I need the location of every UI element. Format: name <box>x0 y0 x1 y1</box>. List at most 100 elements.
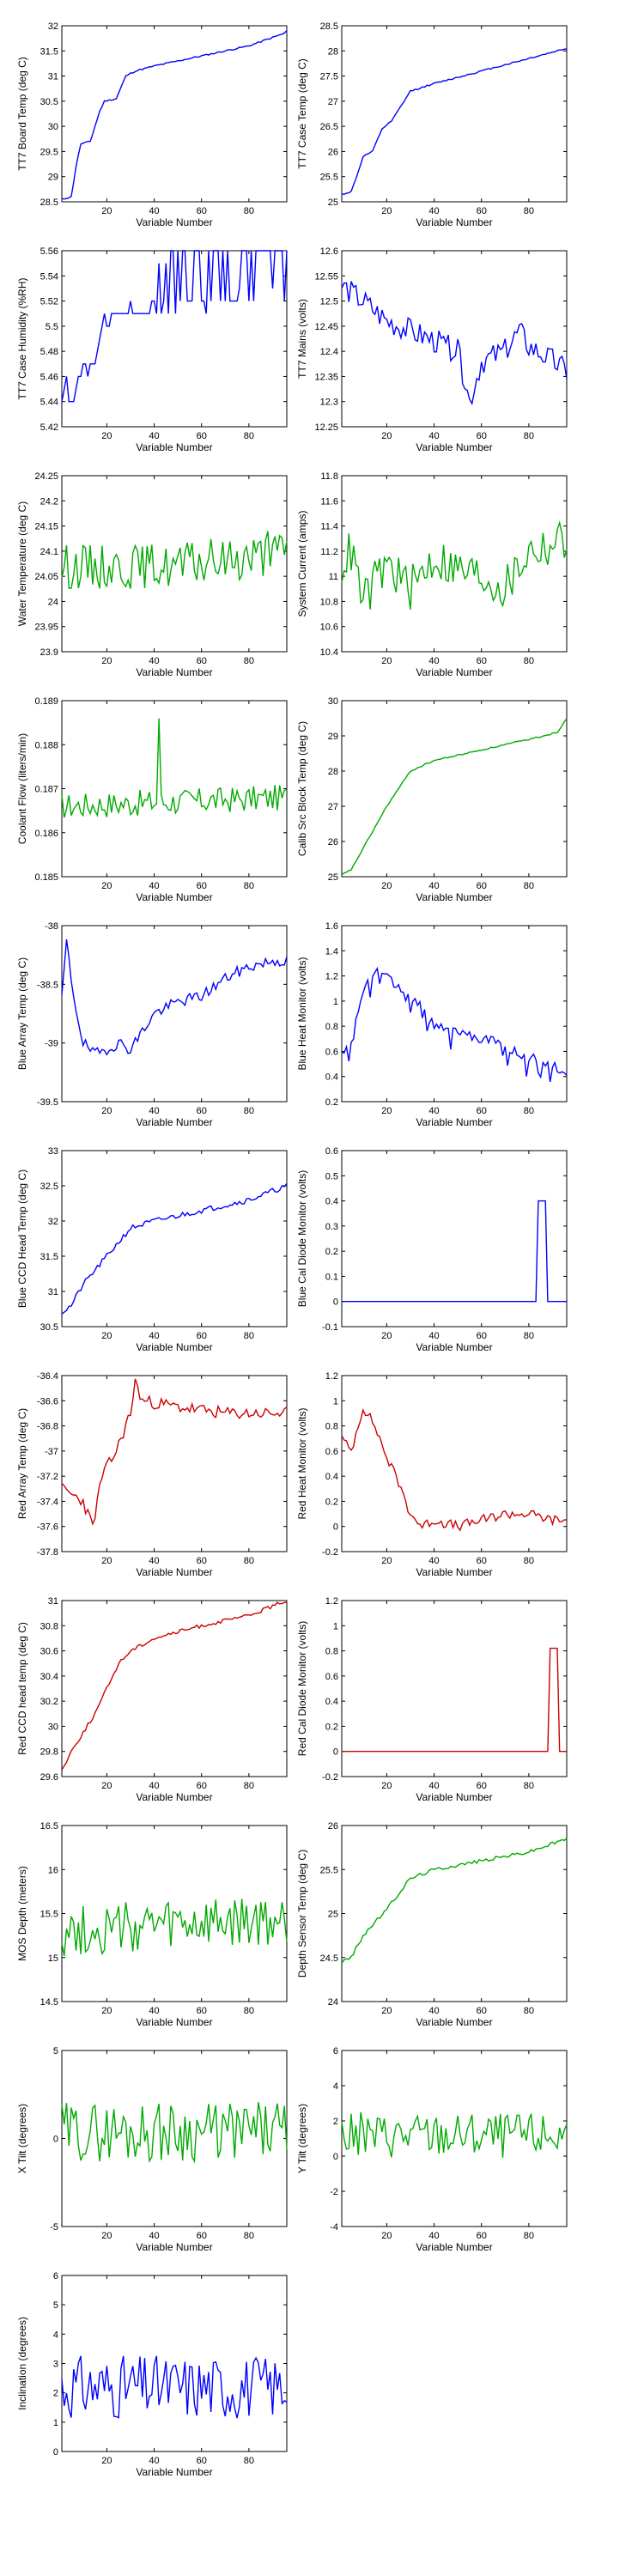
y-tick-label: 5.54 <box>40 271 58 282</box>
y-tick-label: 12.35 <box>314 372 338 382</box>
x-tick-label: 60 <box>197 2006 207 2016</box>
y-tick-label: -37.8 <box>37 1547 58 1558</box>
y-tick-label: 1.4 <box>325 946 338 957</box>
x-tick-label: 40 <box>149 1781 159 1791</box>
y-axis-label: Red Heat Monitor (volts) <box>296 1407 308 1519</box>
y-tick-label: -2 <box>330 2187 338 2197</box>
chart-panel-20: -4 -2 0 2 4 6 20 40 60 80 Variable Number Y Tilt (d… <box>296 2046 568 2253</box>
y-tick-label: -4 <box>330 2222 338 2233</box>
series-line <box>341 1407 568 1532</box>
plot-frame <box>61 2050 288 2227</box>
x-axis-label: Variable Number <box>136 891 212 903</box>
y-tick-label: 31.5 <box>40 1252 58 1262</box>
chart-panel-19: -5 0 5 20 40 60 80 Variable Number X Tilt (degre… <box>16 2046 288 2253</box>
x-tick-label: 60 <box>197 2231 207 2241</box>
y-tick-label: 24.5 <box>320 1953 338 1964</box>
chart-panel-17: 14.5 15 15.5 16 16.5 20 40 60 80 Variable Number M… <box>16 1821 288 2028</box>
y-tick-label: 29.5 <box>40 147 58 157</box>
x-tick-label: 80 <box>524 431 534 441</box>
y-tick-label: 32.5 <box>40 1182 58 1192</box>
y-tick-label: -0.2 <box>322 1547 338 1558</box>
x-axis-label: Variable Number <box>136 2241 212 2253</box>
y-tick-label: 30 <box>328 696 338 707</box>
series-line <box>61 939 288 1056</box>
y-axis-label: TT7 Board Temp (deg C) <box>16 57 28 171</box>
x-tick-label: 40 <box>149 881 159 891</box>
y-tick-label: 5.44 <box>40 398 58 408</box>
x-tick-label: 80 <box>244 881 254 891</box>
y-tick-label: 1.2 <box>325 1596 338 1607</box>
y-tick-label: 0 <box>53 2447 58 2458</box>
y-tick-label: 32 <box>48 21 58 32</box>
x-tick-label: 80 <box>524 1781 534 1791</box>
x-tick-label: 40 <box>428 881 439 891</box>
y-tick-label: 0 <box>333 1297 338 1308</box>
y-axis-label: Blue CCD Head Temp (deg C) <box>16 1170 28 1308</box>
x-tick-label: 60 <box>197 881 207 891</box>
y-axis-label: Coolant Flow (liters/min) <box>16 733 28 844</box>
plot-frame <box>341 1150 568 1327</box>
y-tick-label: 31 <box>48 72 58 82</box>
y-tick-label: 10.6 <box>320 623 338 633</box>
y-tick-label: 24.05 <box>34 572 58 582</box>
plot-frame <box>341 25 568 203</box>
x-axis-label: Variable Number <box>136 2466 212 2478</box>
x-tick-label: 40 <box>428 2006 439 2016</box>
y-tick-label: 15 <box>48 1953 58 1964</box>
y-tick-label: 10.4 <box>320 647 338 658</box>
series-line <box>342 1200 567 1303</box>
chart-panel-4: 12.25 12.3 12.35 12.4 12.45 12.5 12.55 12.6 20 40… <box>296 246 568 453</box>
y-tick-label: 0 <box>53 2135 58 2145</box>
x-tick-label: 80 <box>244 2456 254 2466</box>
plot-frame <box>61 1825 288 2002</box>
y-tick-label: 1.6 <box>325 921 338 932</box>
x-tick-label: 60 <box>197 1331 207 1341</box>
y-tick-label: 29.6 <box>40 1772 58 1783</box>
x-tick-label: 80 <box>244 1781 254 1791</box>
series-line <box>341 2111 568 2158</box>
x-tick-label: 40 <box>428 1106 439 1116</box>
x-tick-label: 20 <box>101 1556 112 1566</box>
y-tick-label: 11.8 <box>320 471 338 482</box>
y-tick-label: 0.4 <box>325 1697 338 1707</box>
plot-frame <box>341 1600 568 1777</box>
x-axis-label: Variable Number <box>136 441 212 453</box>
x-tick-label: 80 <box>244 1331 254 1341</box>
y-tick-label: 0.6 <box>325 1146 338 1157</box>
y-tick-label: 0 <box>333 1522 338 1533</box>
y-axis-label: MOS Depth (meters) <box>16 1866 28 1961</box>
y-tick-label: 14.5 <box>40 1997 58 2008</box>
x-tick-label: 20 <box>381 206 392 216</box>
x-tick-label: 40 <box>428 1556 439 1566</box>
y-tick-label: 0.6 <box>325 1447 338 1457</box>
plot-frame <box>341 1375 568 1552</box>
y-tick-label: 26 <box>328 1821 338 1832</box>
y-tick-label: 0.188 <box>34 740 58 750</box>
x-tick-label: 40 <box>428 1331 439 1341</box>
y-tick-label: -0.1 <box>322 1322 338 1333</box>
x-tick-label: 40 <box>149 1556 159 1566</box>
x-tick-label: 40 <box>149 431 159 441</box>
y-tick-label: 6 <box>333 2046 338 2057</box>
y-tick-label: 28.5 <box>40 197 58 208</box>
y-tick-label: 0.6 <box>325 1672 338 1682</box>
y-axis-label: Red Cal Diode Monitor (volts) <box>296 1621 308 1756</box>
y-tick-label: 25 <box>328 1910 338 1920</box>
x-tick-label: 80 <box>244 2006 254 2016</box>
y-tick-label: 30.8 <box>40 1621 58 1631</box>
y-tick-label: 0.189 <box>34 696 58 707</box>
y-axis-label: X Tilt (degrees) <box>16 2104 28 2173</box>
y-tick-label: 24 <box>328 1997 338 2008</box>
y-tick-label: 12.4 <box>320 347 338 357</box>
y-tick-label: 11.4 <box>320 522 338 532</box>
x-tick-label: 80 <box>244 2231 254 2241</box>
y-tick-label: 29 <box>328 732 338 742</box>
y-tick-label: 1.2 <box>325 1371 338 1382</box>
y-tick-label: 2 <box>333 2117 338 2127</box>
x-tick-label: 80 <box>244 206 254 216</box>
y-tick-label: 0.8 <box>325 1422 338 1432</box>
y-tick-label: 26 <box>328 837 338 848</box>
y-tick-label: 30 <box>48 122 58 132</box>
y-tick-label: 1 <box>333 1396 338 1406</box>
